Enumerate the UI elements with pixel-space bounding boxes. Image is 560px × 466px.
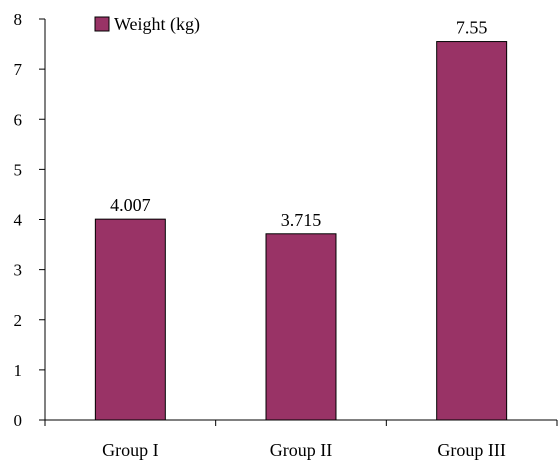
y-ticks: 0 1 2 3 4 5 6 7 8 <box>14 10 45 430</box>
y-tick-label: 6 <box>14 110 23 129</box>
data-label: 7.55 <box>456 18 488 38</box>
bar <box>436 41 508 421</box>
category-labels: Group I Group II Group III <box>102 440 506 460</box>
y-tick-label: 8 <box>14 10 23 29</box>
y-tick-label: 1 <box>14 361 23 380</box>
data-label: 4.007 <box>110 195 151 215</box>
category-label: Group I <box>102 440 159 460</box>
legend-swatch <box>94 16 110 32</box>
data-label: 3.715 <box>281 210 322 230</box>
bars <box>94 41 508 421</box>
legend-label: Weight (kg) <box>114 14 200 35</box>
y-tick-label: 7 <box>14 60 23 79</box>
y-tick-label: 0 <box>14 411 23 430</box>
y-tick-label: 2 <box>14 311 23 330</box>
bar <box>265 233 337 421</box>
legend: Weight (kg) <box>94 14 200 35</box>
y-tick-label: 5 <box>14 160 23 179</box>
bar <box>94 218 166 421</box>
category-label: Group II <box>270 440 332 460</box>
y-tick-label: 3 <box>14 261 23 280</box>
category-label: Group III <box>437 440 505 460</box>
y-tick-label: 4 <box>14 211 23 230</box>
x-ticks <box>44 420 558 426</box>
data-labels: 4.007 3.715 7.55 <box>110 18 487 230</box>
